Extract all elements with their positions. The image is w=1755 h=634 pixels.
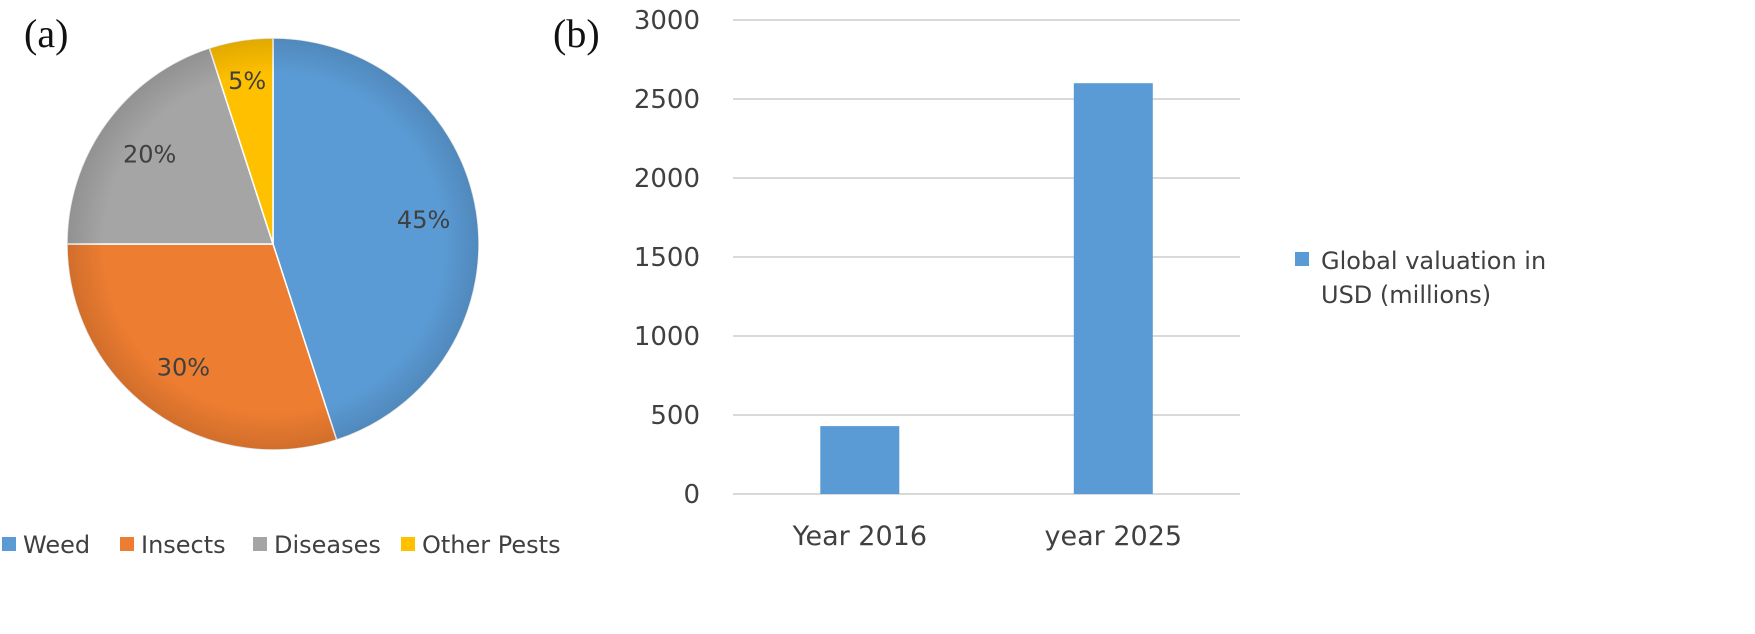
bar-year-2025 bbox=[1073, 83, 1153, 494]
y-tick-500: 500 bbox=[650, 401, 700, 431]
pie-legend: Weed Insects Diseases Other Pests bbox=[2, 531, 561, 559]
y-tick-2000: 2000 bbox=[634, 164, 700, 194]
x-tick-year-2016: Year 2016 bbox=[792, 521, 927, 552]
legend-swatch-global-valuation bbox=[1295, 252, 1309, 266]
panel-a-label: (a) bbox=[24, 11, 68, 56]
panel-b-label: (b) bbox=[553, 11, 600, 56]
legend-label-other-pests: Other Pests bbox=[422, 531, 561, 559]
pie-label-diseases: 20% bbox=[123, 140, 176, 168]
x-axis-category-labels: Year 2016 year 2025 bbox=[792, 521, 1183, 552]
bar-year-2016 bbox=[820, 426, 900, 494]
y-tick-1500: 1500 bbox=[634, 243, 700, 273]
legend-label-weed: Weed bbox=[23, 531, 90, 559]
y-tick-2500: 2500 bbox=[634, 85, 700, 115]
x-tick-year-2025: year 2025 bbox=[1045, 521, 1183, 552]
legend-label-diseases: Diseases bbox=[274, 531, 381, 559]
y-tick-3000: 3000 bbox=[634, 6, 700, 36]
pie-chart: 45% 30% 20% 5% bbox=[66, 37, 480, 451]
pie-label-insects: 30% bbox=[157, 353, 210, 381]
legend-swatch-other-pests bbox=[401, 537, 415, 551]
bar-legend: Global valuation in USD (millions) bbox=[1295, 247, 1546, 309]
y-tick-0: 0 bbox=[683, 480, 700, 510]
y-gridlines bbox=[733, 19, 1240, 495]
bar-series bbox=[820, 83, 1153, 494]
legend-label-line-2: USD (millions) bbox=[1321, 281, 1491, 309]
legend-swatch-weed bbox=[2, 537, 16, 551]
legend-label-insects: Insects bbox=[141, 531, 226, 559]
y-tick-1000: 1000 bbox=[634, 322, 700, 352]
panel-b: (b) 0 500 1000 1500 2000 2500 3000 Year 2016 ye… bbox=[553, 6, 1546, 552]
legend-label-line-1: Global valuation in bbox=[1321, 247, 1546, 275]
pie-label-weed: 45% bbox=[397, 206, 450, 234]
y-axis-tick-labels: 0 500 1000 1500 2000 2500 3000 bbox=[634, 6, 700, 510]
panel-a: (a) 45% 30% 20% 5% Weed Insects Diseases Other… bbox=[2, 11, 561, 559]
legend-swatch-diseases bbox=[253, 537, 267, 551]
pie-label-other-pests: 5% bbox=[228, 67, 266, 95]
legend-swatch-insects bbox=[120, 537, 134, 551]
